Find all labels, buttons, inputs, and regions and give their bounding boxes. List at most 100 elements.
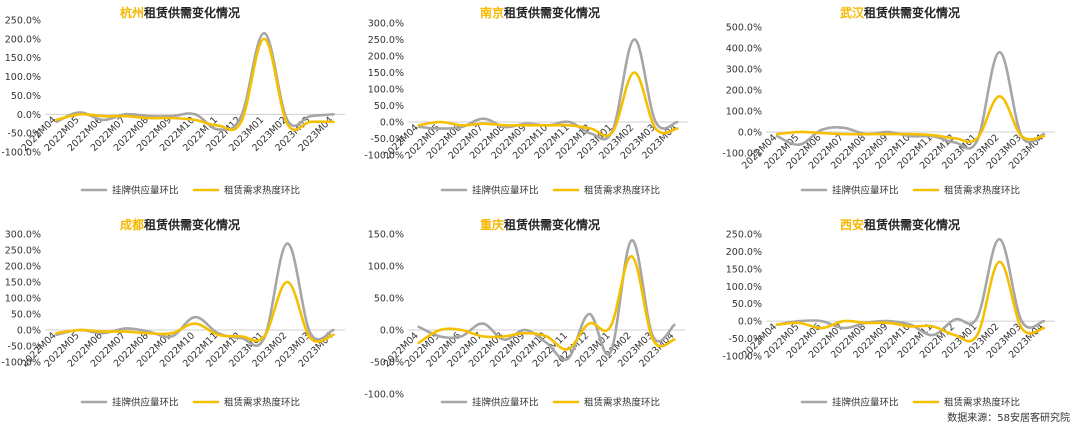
y-tick-label: 50.0%	[732, 299, 762, 310]
chart-title-suffix: 租赁供需变化情况	[144, 218, 241, 232]
y-tick-label: -100.0%	[1, 148, 41, 159]
legend-demand-label: 租赁需求热度环比	[224, 185, 300, 197]
legend-supply: 挂牌供应量环比	[800, 397, 899, 409]
chart-title-suffix: 租赁供需变化情况	[144, 6, 241, 20]
chart-title-suffix: 租赁供需变化情况	[864, 218, 961, 232]
y-tick-label: 200.0%	[5, 34, 41, 45]
y-tick-label: 100.0%	[368, 85, 404, 96]
y-tick-label: 0.0%	[380, 118, 404, 129]
y-tick-label: 150.0%	[5, 53, 41, 64]
line-chart: 500.0% 400.0% 300.0% 200.0% 100.0% 0.0% -100.0…	[722, 23, 1055, 197]
legend-demand-label: 租赁需求热度环比	[944, 185, 1020, 197]
chart-title-suffix: 租赁供需变化情况	[864, 6, 961, 20]
chart-title: 武汉租赁供需变化情况	[720, 4, 1080, 21]
y-tick-label: -50.0%	[370, 358, 404, 369]
series-line-supply	[417, 239, 676, 362]
y-tick-label: -100.0%	[364, 390, 404, 401]
chart-panel: 南京租赁供需变化情况 300.0% 250.0% 200.0% 150.0% 100.0%…	[360, 0, 720, 215]
legend-supply: 挂牌供应量环比	[440, 185, 539, 197]
legend-supply-label: 挂牌供应量环比	[832, 397, 899, 409]
legend-supply-label: 挂牌供应量环比	[472, 185, 539, 197]
chart-title-city: 杭州	[119, 6, 144, 20]
series-line-supply	[55, 242, 335, 347]
legend-supply-label: 挂牌供应量环比	[832, 185, 899, 197]
y-tick-label: 300.0%	[726, 65, 762, 76]
series-line-supply	[55, 31, 335, 132]
y-tick-label: -50.0%	[728, 334, 762, 345]
series-line-demand	[775, 95, 1046, 144]
y-tick-label: 0.0%	[17, 326, 41, 337]
y-tick-label: 0.0%	[380, 326, 404, 337]
chart-title-city: 西安	[839, 218, 864, 232]
series-line-supply	[775, 50, 1046, 150]
legend-demand: 租赁需求热度环比	[192, 397, 300, 409]
chart-title: 西安租赁供需变化情况	[720, 216, 1080, 233]
chart-title-city: 南京	[479, 6, 504, 20]
chart-title-suffix: 租赁供需变化情况	[504, 6, 601, 20]
chart-title: 南京租赁供需变化情况	[360, 4, 720, 21]
y-tick-label: 150.0%	[368, 68, 404, 79]
chart-title-city: 重庆	[479, 218, 504, 232]
chart-title: 重庆租赁供需变化情况	[360, 216, 720, 233]
legend-supply: 挂牌供应量环比	[80, 397, 179, 409]
chart-panel: 武汉租赁供需变化情况 500.0% 400.0% 300.0% 200.0% 100.0%…	[720, 0, 1080, 215]
legend-supply-label: 挂牌供应量环比	[112, 397, 179, 409]
chart-panel: 重庆租赁供需变化情况 150.0% 100.0% 50.0% 0.0% -50.0% -10…	[360, 212, 720, 427]
y-tick-label: 0.0%	[738, 128, 762, 139]
y-tick-label: -50.0%	[370, 134, 404, 145]
line-chart: 250.0% 200.0% 150.0% 100.0% 50.0% 0.0% -50.0% -…	[1, 16, 345, 197]
y-tick-label: -50.0%	[7, 129, 41, 140]
legend-demand: 租赁需求热度环比	[912, 185, 1020, 197]
legend-demand: 租赁需求热度环比	[552, 185, 660, 197]
legend-supply-label: 挂牌供应量环比	[112, 185, 179, 197]
y-tick-label: 100.0%	[726, 107, 762, 118]
legend-demand: 租赁需求热度环比	[912, 397, 1020, 409]
legend-demand: 租赁需求热度环比	[552, 397, 660, 409]
legend-demand-label: 租赁需求热度环比	[224, 397, 300, 409]
series-line-demand	[55, 37, 335, 132]
y-tick-label: 300.0%	[5, 230, 41, 241]
chart-panel: 杭州租赁供需变化情况 250.0% 200.0% 150.0% 100.0% 50.0% 0…	[0, 0, 360, 215]
y-tick-label: 100.0%	[368, 262, 404, 273]
chart-title: 成都租赁供需变化情况	[0, 216, 360, 233]
y-tick-label: 500.0%	[726, 23, 762, 34]
legend-demand-label: 租赁需求热度环比	[584, 185, 660, 197]
y-tick-label: 400.0%	[726, 44, 762, 55]
source-note: 数据来源：58安居客研究院	[947, 413, 1070, 424]
y-tick-label: 50.0%	[374, 294, 404, 305]
y-tick-label: 200.0%	[5, 262, 41, 273]
y-tick-label: 150.0%	[726, 264, 762, 275]
y-tick-label: 50.0%	[11, 91, 41, 102]
y-tick-label: 50.0%	[374, 101, 404, 112]
y-tick-label: -50.0%	[7, 342, 41, 353]
line-chart: 250.0% 200.0% 150.0% 100.0% 50.0% 0.0% -50.0% -…	[722, 230, 1055, 409]
legend-supply: 挂牌供应量环比	[80, 185, 179, 197]
chart-title-city: 成都	[119, 218, 144, 232]
y-tick-label: 200.0%	[726, 86, 762, 97]
series-line-demand	[55, 280, 335, 343]
legend-demand-label: 租赁需求热度环比	[584, 397, 660, 409]
y-tick-label: 0.0%	[17, 110, 41, 121]
y-tick-label: 200.0%	[368, 52, 404, 63]
line-chart: 150.0%100.0%50.0%0.0%-50.0%-100.0%2022M0…	[364, 230, 685, 409]
line-chart: 300.0% 250.0% 200.0% 150.0% 100.0% 50.0% 0.0% -…	[364, 19, 688, 197]
legend-supply: 挂牌供应量环比	[440, 397, 539, 409]
legend-supply: 挂牌供应量环比	[800, 185, 899, 197]
y-tick-label: 100.0%	[5, 294, 41, 305]
y-tick-label: -100.0%	[722, 149, 762, 160]
chart-panel: 成都租赁供需变化情况 300.0% 250.0% 200.0% 150.0% 100.0%…	[0, 212, 360, 427]
series-line-demand	[417, 255, 676, 351]
line-chart: 300.0% 250.0% 200.0% 150.0% 100.0% 50.0% 0.0% -…	[1, 230, 345, 409]
y-tick-label: 250.0%	[726, 230, 762, 241]
y-tick-label: 250.0%	[5, 16, 41, 27]
y-tick-label: 200.0%	[726, 247, 762, 258]
series-line-demand	[775, 260, 1046, 343]
y-tick-label: 300.0%	[368, 19, 404, 30]
legend-demand: 租赁需求热度环比	[192, 185, 300, 197]
y-tick-label: 50.0%	[11, 310, 41, 321]
y-tick-label: 250.0%	[5, 246, 41, 257]
y-tick-label: 100.0%	[726, 282, 762, 293]
y-tick-label: 150.0%	[5, 278, 41, 289]
y-tick-label: -100.0%	[1, 358, 41, 369]
legend-supply-label: 挂牌供应量环比	[472, 397, 539, 409]
